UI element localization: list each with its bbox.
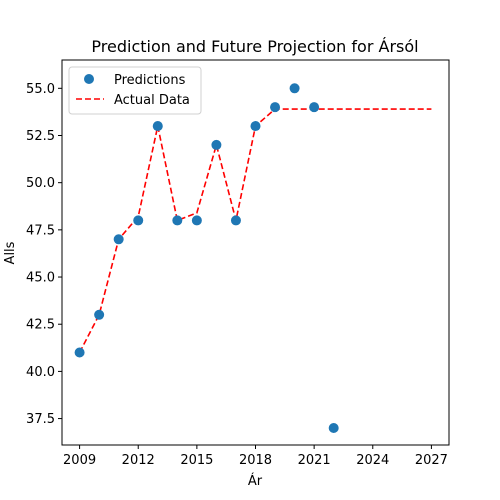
prediction-point bbox=[152, 121, 163, 132]
prediction-point bbox=[172, 215, 183, 226]
x-tick-label: 2021 bbox=[298, 453, 331, 468]
prediction-point bbox=[133, 215, 144, 226]
y-axis: 37.5 40.0 42.5 45.0 47.5 50.0 52.5 55.0 bbox=[26, 82, 62, 427]
x-tick-label: 2015 bbox=[180, 453, 213, 468]
chart-title: Prediction and Future Projection for Árs… bbox=[91, 37, 418, 56]
legend-box bbox=[68, 66, 202, 115]
y-tick-label: 50.0 bbox=[26, 176, 55, 191]
prediction-point bbox=[230, 215, 241, 226]
y-tick-label: 55.0 bbox=[26, 82, 55, 97]
y-tick-label: 45.0 bbox=[26, 271, 55, 286]
legend-label-actual-data: Actual Data bbox=[114, 93, 190, 108]
prediction-point bbox=[328, 423, 339, 434]
legend-label-predictions: Predictions bbox=[114, 73, 186, 88]
legend: Predictions Actual Data bbox=[68, 66, 202, 115]
y-tick-label: 40.0 bbox=[26, 365, 55, 380]
prediction-point bbox=[191, 215, 202, 226]
x-tick-label: 2018 bbox=[239, 453, 272, 468]
prediction-point bbox=[250, 121, 261, 132]
prediction-point bbox=[270, 102, 281, 113]
plot-area bbox=[74, 83, 432, 434]
series-line-actual-data bbox=[78, 108, 432, 353]
x-axis-label: Ár bbox=[248, 473, 263, 489]
prediction-point bbox=[289, 83, 300, 94]
legend-marker-predictions bbox=[84, 74, 94, 84]
x-tick-label: 2027 bbox=[415, 453, 448, 468]
prediction-point bbox=[113, 234, 124, 245]
prediction-point bbox=[94, 309, 105, 320]
y-tick-label: 37.5 bbox=[26, 412, 55, 427]
prediction-point bbox=[211, 139, 222, 150]
y-tick-label: 47.5 bbox=[26, 223, 55, 238]
y-axis-label: Alls bbox=[3, 241, 18, 264]
y-tick-label: 52.5 bbox=[26, 129, 55, 144]
prediction-point bbox=[74, 347, 85, 358]
y-tick-label: 42.5 bbox=[26, 318, 55, 333]
x-tick-label: 2012 bbox=[122, 453, 155, 468]
x-axis: 2009 2012 2015 2018 2021 2024 2027 bbox=[63, 445, 448, 468]
plot-frame bbox=[61, 59, 450, 446]
prediction-point bbox=[309, 102, 320, 113]
x-tick-label: 2024 bbox=[356, 453, 389, 468]
x-tick-label: 2009 bbox=[63, 453, 96, 468]
